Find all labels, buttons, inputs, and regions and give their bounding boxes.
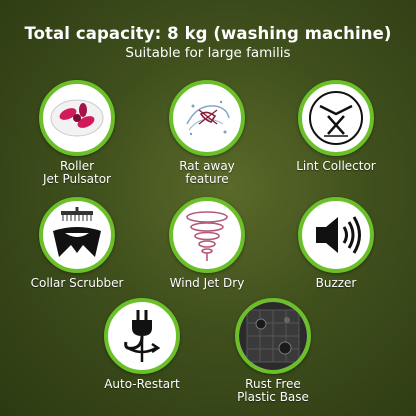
feature-label: Collar Scrubber: [30, 276, 124, 290]
feature-label: Rust Free: [245, 377, 301, 391]
pulsator-icon: [39, 80, 115, 156]
feature-label: Auto-Restart: [104, 377, 180, 391]
feature-label: Wind Jet Dry: [169, 276, 245, 290]
feature-wind-jet-dry: Wind Jet Dry: [137, 197, 277, 290]
feature-collar-scrubber: Collar Scrubber: [7, 197, 147, 290]
feature-roller-jet-pulsator: Roller Jet Pulsator: [7, 80, 147, 186]
collar-scrubber-icon: [39, 197, 115, 273]
header: Total capacity: 8 kg (washing machine) S…: [0, 24, 416, 61]
feature-label: Rat away: [179, 159, 235, 173]
lint-collector-icon: [298, 80, 374, 156]
buzzer-icon: [298, 197, 374, 273]
plastic-base-icon: [235, 298, 311, 374]
auto-restart-icon: [104, 298, 180, 374]
feature-rat-away: Rat away feature: [137, 80, 277, 186]
feature-auto-restart: Auto-Restart: [72, 298, 212, 391]
feature-label: Plastic Base: [237, 390, 309, 404]
feature-label: Roller: [59, 159, 95, 173]
rat-away-icon: [169, 80, 245, 156]
feature-rust-free-plastic-base: Rust Free Plastic Base: [203, 298, 343, 404]
feature-label: feature: [185, 172, 229, 186]
wind-jet-dry-icon: [169, 197, 245, 273]
page-title: Total capacity: 8 kg (washing machine): [24, 24, 392, 43]
feature-buzzer: Buzzer: [266, 197, 406, 290]
page-subtitle: Suitable for large familis: [125, 45, 291, 61]
feature-label: Jet Pulsator: [43, 172, 111, 186]
feature-lint-collector: Lint Collector: [266, 80, 406, 173]
feature-label: Buzzer: [315, 276, 357, 290]
feature-label: Lint Collector: [296, 159, 376, 173]
